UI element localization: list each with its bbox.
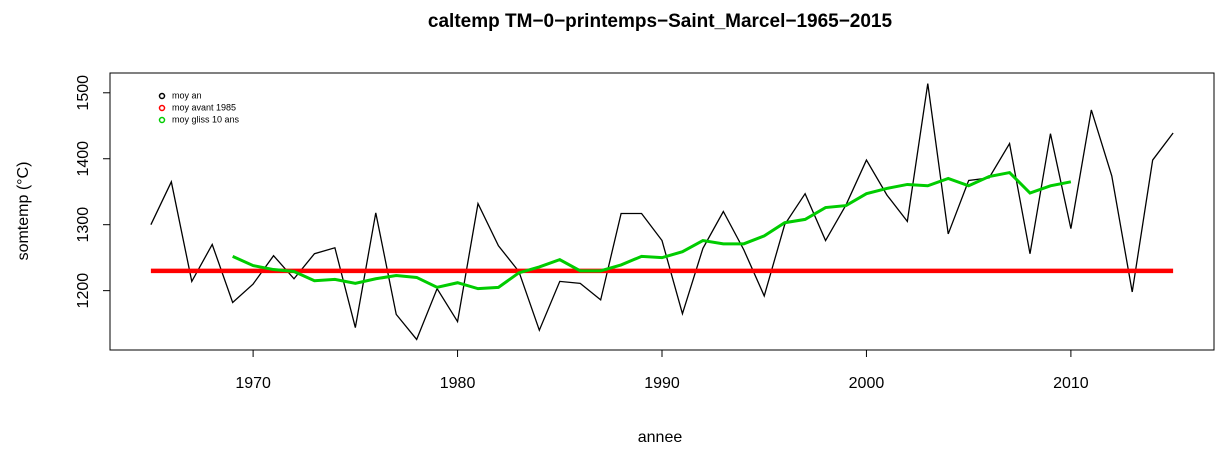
legend-marker <box>158 104 166 112</box>
legend-marker <box>158 92 166 100</box>
x-tick-label: 1990 <box>644 375 680 392</box>
data-line <box>232 170 1072 291</box>
legend-label: moy an <box>172 90 202 100</box>
x-tick-label: 2010 <box>1053 375 1089 392</box>
y-tick-label: 1400 <box>75 141 92 177</box>
y-tick-label: 1300 <box>75 207 92 243</box>
x-axis-label: annee <box>638 429 683 446</box>
legend-label: moy avant 1985 <box>172 102 236 112</box>
plot-box <box>109 72 1215 351</box>
chart-title: caltemp TM−0−printemps−Saint_Marcel−1965… <box>428 11 893 32</box>
y-tick-label: 1500 <box>75 75 92 111</box>
y-axis-label: somtemp (°C) <box>15 162 32 261</box>
legend-label: moy gliss 10 ans <box>172 114 240 124</box>
x-tick-label: 1970 <box>235 375 271 392</box>
y-tick-label: 1200 <box>75 273 92 309</box>
x-tick-label: 1980 <box>440 375 476 392</box>
data-line <box>150 83 1174 341</box>
legend-marker <box>158 116 166 124</box>
x-tick-label: 2000 <box>849 375 885 392</box>
